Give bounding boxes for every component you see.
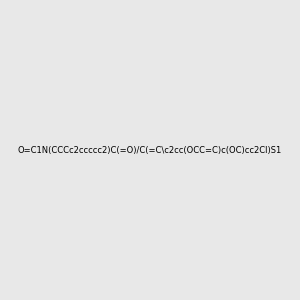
Text: O=C1N(CCCc2ccccc2)C(=O)/C(=C\c2cc(OCC=C)c(OC)cc2Cl)S1: O=C1N(CCCc2ccccc2)C(=O)/C(=C\c2cc(OCC=C)… xyxy=(18,146,282,154)
